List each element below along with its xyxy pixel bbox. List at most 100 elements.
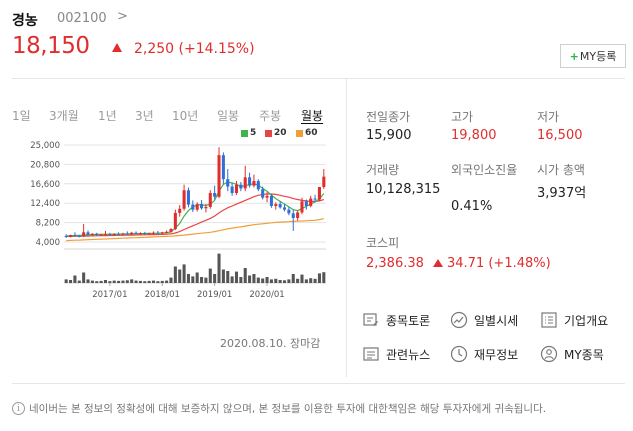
volume-bar <box>278 280 282 283</box>
discussion-icon <box>363 313 378 326</box>
candle-body <box>317 187 321 200</box>
volume-bar <box>95 281 99 283</box>
add-my-stock-button[interactable]: + MY등록 <box>560 44 626 68</box>
candle-body <box>90 233 94 235</box>
candle-body <box>204 206 208 209</box>
candle-body <box>117 234 121 236</box>
candle-body <box>256 181 260 190</box>
candle-body <box>108 234 112 236</box>
y-tick-label: 4,000 <box>36 238 60 248</box>
volume-bar <box>313 278 317 283</box>
candle-body <box>182 190 186 209</box>
candle-body <box>73 235 77 237</box>
volume-bar <box>234 271 239 283</box>
candle-body <box>313 198 317 200</box>
volume-bar <box>291 274 295 283</box>
link-related-news-label: 관련뉴스 <box>386 347 431 362</box>
tab-1-year[interactable]: 1년 <box>98 109 117 123</box>
candle-body <box>112 234 116 236</box>
candle-body <box>77 235 81 237</box>
volume-bar <box>256 277 260 283</box>
candle-body <box>69 235 73 237</box>
volume-bar <box>217 253 221 283</box>
volume-bar <box>204 277 208 283</box>
volume-bar <box>112 280 116 283</box>
ma60-line <box>66 218 324 242</box>
stock-code[interactable]: 002100 <box>57 11 107 26</box>
volume-bar <box>173 266 177 283</box>
candle-body <box>269 195 273 206</box>
tab-monthly-candle[interactable]: 월봉 <box>301 109 324 123</box>
company-list-icon <box>541 312 557 328</box>
link-discussion[interactable]: 종목토론 <box>362 311 430 329</box>
volume-bar <box>143 281 147 283</box>
y-tick-label: 12,400 <box>30 199 60 209</box>
my-stock-person-icon <box>540 345 558 363</box>
candle-body <box>208 193 212 207</box>
volume-bar <box>186 274 190 283</box>
stock-name: 경농 <box>12 13 38 29</box>
volume-bar <box>160 280 164 283</box>
legend-ma20-swatch <box>265 129 272 137</box>
link-my-stocks-label: MY종목 <box>564 347 604 362</box>
candle-body <box>248 177 252 186</box>
volume-bar <box>134 280 138 283</box>
candle-body <box>296 212 300 218</box>
legend-ma20: 20 <box>265 128 287 138</box>
link-company-overview-label: 기업개요 <box>564 313 609 328</box>
tab-3-years[interactable]: 3년 <box>135 109 154 123</box>
volume-bar <box>265 277 269 283</box>
candle-body <box>86 232 90 235</box>
x-tick-label: 2018/01 <box>145 290 180 300</box>
foreign-ratio-label: 외국인소진율 <box>451 163 518 177</box>
candle-body <box>173 212 177 230</box>
disclaimer: i 네이버는 본 정보의 정확성에 대해 보증하지 않으며, 본 정보를 이용한… <box>12 401 546 416</box>
legend-ma20-label: 20 <box>274 128 287 138</box>
tab-10-years[interactable]: 10년 <box>172 109 199 123</box>
candle-body <box>103 234 108 236</box>
low-value: 16,500 <box>537 128 583 143</box>
candle-body <box>143 233 147 235</box>
volume-bar <box>82 272 86 283</box>
candle-body <box>274 204 278 206</box>
foreign-ratio-value: 0.41% <box>451 199 493 214</box>
stock-candlestick-chart[interactable]: 25,000 20,800 16,600 12,400 8,200 4,000 2017/0… <box>0 135 340 305</box>
market-date-status: 2020.08.10. 장마감 <box>220 337 321 350</box>
link-related-news[interactable]: 관련뉴스 <box>362 345 430 363</box>
disclaimer-text: 네이버는 본 정보의 정확성에 대해 보증하지 않으며, 본 정보를 이용한 투… <box>29 403 547 415</box>
volume-bar <box>317 273 321 283</box>
volume-label: 거래량 <box>366 163 400 177</box>
legend-ma60-swatch <box>296 129 303 137</box>
volume-bar <box>64 279 68 283</box>
volume-bar <box>77 280 81 283</box>
link-my-stocks[interactable]: MY종목 <box>540 345 604 363</box>
volume-bar <box>195 272 199 283</box>
volume-value: 10,128,315 <box>366 182 441 197</box>
volume-bar <box>86 279 90 283</box>
volume-bar <box>191 276 195 283</box>
candle-body <box>82 232 86 237</box>
chevron-right-icon[interactable]: > <box>117 9 128 24</box>
tab-weekly-candle[interactable]: 주봉 <box>259 109 282 123</box>
link-company-overview[interactable]: 기업개요 <box>540 311 608 329</box>
candle-body <box>304 201 308 206</box>
tab-1-day[interactable]: 1일 <box>12 109 31 123</box>
volume-bar <box>151 280 156 283</box>
volume-bar <box>103 280 108 283</box>
y-tick-label: 20,800 <box>30 160 60 170</box>
tab-3-months[interactable]: 3개월 <box>49 109 79 123</box>
volume-bar <box>165 280 169 283</box>
tab-daily-candle[interactable]: 일봉 <box>217 109 240 123</box>
volume-bar <box>108 281 112 283</box>
volume-bar <box>169 277 173 283</box>
volume-bar <box>200 277 204 283</box>
news-icon <box>363 347 379 361</box>
volume-bar <box>69 280 73 283</box>
candle-body <box>64 235 68 237</box>
link-daily-price[interactable]: 일별시세 <box>450 311 518 329</box>
candle-body <box>169 229 173 232</box>
kospi-up-triangle-icon <box>433 259 443 267</box>
link-daily-price-label: 일별시세 <box>474 313 519 328</box>
candle-body <box>121 233 125 235</box>
link-financial-info[interactable]: 재무정보 <box>450 345 518 363</box>
